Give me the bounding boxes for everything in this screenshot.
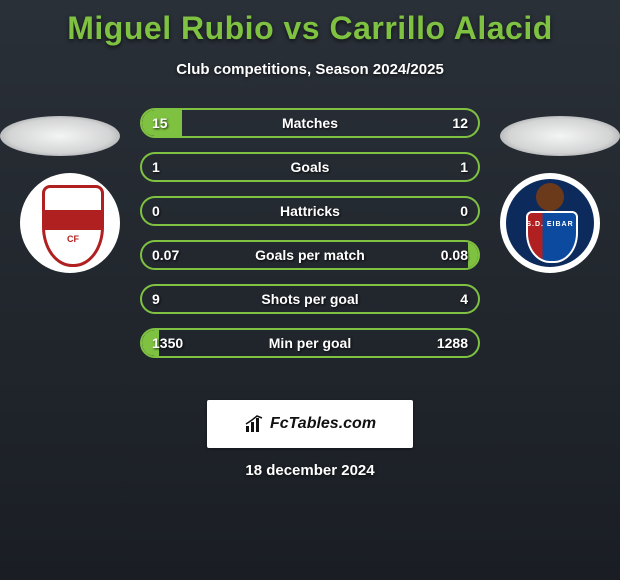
stat-value-left: 1 [152, 159, 160, 175]
subtitle: Club competitions, Season 2024/2025 [0, 61, 620, 78]
head-ellipse-left [0, 116, 120, 156]
stat-bar: 15 Matches 12 [140, 108, 480, 138]
head-ellipse-right [500, 116, 620, 156]
stat-value-left: 1350 [152, 335, 183, 351]
stat-value-right: 1 [460, 159, 468, 175]
stat-bar: 9 Shots per goal 4 [140, 284, 480, 314]
stat-bar: 0 Hattricks 0 [140, 196, 480, 226]
stat-value-left: 15 [152, 115, 168, 131]
crest-initials: CF [45, 234, 101, 244]
stat-bar: 1 Goals 1 [140, 152, 480, 182]
stat-value-right: 4 [460, 291, 468, 307]
shield-icon: CF [42, 185, 104, 267]
stat-value-left: 0 [152, 203, 160, 219]
stat-bar: 0.07 Goals per match 0.08 [140, 240, 480, 270]
crest-band [45, 210, 101, 230]
root: Miguel Rubio vs Carrillo Alacid Club com… [0, 0, 620, 580]
comparison-area: CF S.D. EIBAR 15 Matches 12 1 Goals 1 0 Hattric… [0, 108, 620, 408]
stat-label: Matches [282, 115, 338, 131]
crest-left-inner: CF [20, 173, 120, 273]
stat-value-right: 1288 [437, 335, 468, 351]
stat-label: Goals per match [255, 247, 365, 263]
page-title: Miguel Rubio vs Carrillo Alacid [0, 0, 620, 47]
stat-value-left: 0.07 [152, 247, 179, 263]
chart-icon [244, 414, 264, 434]
stat-label: Hattricks [280, 203, 340, 219]
stat-label: Shots per goal [261, 291, 358, 307]
stat-value-right: 0 [460, 203, 468, 219]
crest-left: CF [20, 173, 120, 273]
stat-value-right: 0.08 [441, 247, 468, 263]
stat-label: Goals [291, 159, 330, 175]
stat-bars: 15 Matches 12 1 Goals 1 0 Hattricks 0 0.07 Goals p… [140, 108, 480, 372]
stat-value-left: 9 [152, 291, 160, 307]
stat-bar: 1350 Min per goal 1288 [140, 328, 480, 358]
stat-value-right: 12 [452, 115, 468, 131]
crest-right: S.D. EIBAR [500, 173, 600, 273]
brand-badge: FcTables.com [207, 400, 413, 448]
stat-label: Min per goal [269, 335, 351, 351]
stat-fill-right [468, 242, 478, 268]
crest-right-label: S.D. EIBAR [500, 221, 600, 228]
date-text: 18 december 2024 [0, 462, 620, 479]
ball-icon [536, 183, 564, 211]
brand-text: FcTables.com [270, 415, 376, 433]
